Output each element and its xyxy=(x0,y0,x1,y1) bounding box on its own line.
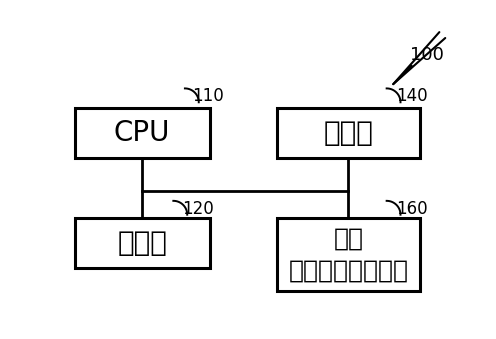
Text: 100: 100 xyxy=(410,45,443,63)
Text: 160: 160 xyxy=(396,200,428,218)
Text: CPU: CPU xyxy=(114,119,170,147)
Bar xyxy=(75,218,209,268)
Bar xyxy=(75,108,209,159)
Text: 通信
インターフェイス: 通信 インターフェイス xyxy=(289,226,409,282)
Text: 操作部: 操作部 xyxy=(323,119,373,147)
Text: 120: 120 xyxy=(183,200,214,218)
Text: 110: 110 xyxy=(192,87,224,105)
Bar xyxy=(277,218,420,291)
Bar xyxy=(277,108,420,159)
Text: メモリ: メモリ xyxy=(117,229,167,257)
Text: 140: 140 xyxy=(396,87,428,105)
